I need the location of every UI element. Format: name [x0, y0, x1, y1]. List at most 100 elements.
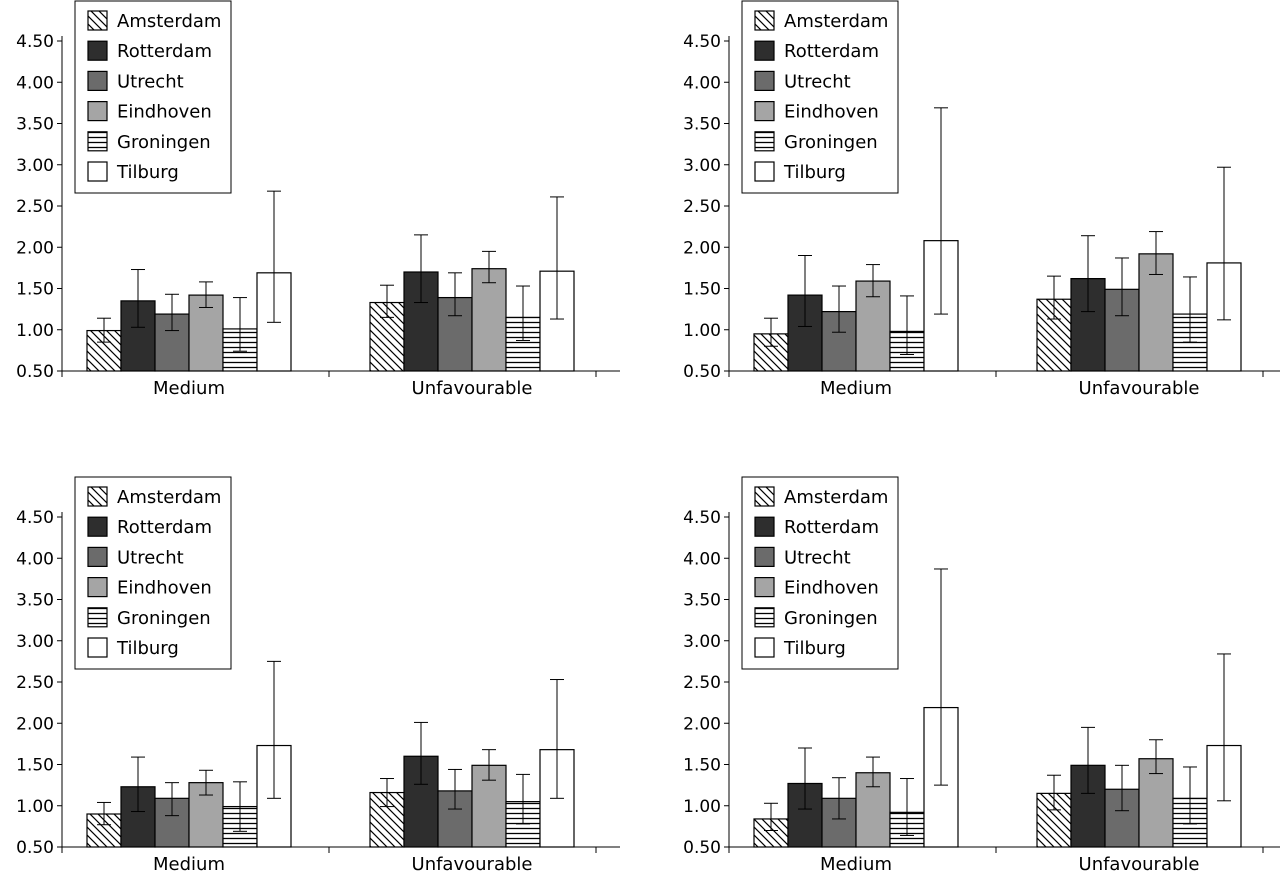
y-tick-label: 3.50 [683, 591, 721, 611]
y-tick-label: 4.50 [683, 508, 721, 528]
legend-label: Rotterdam [784, 41, 879, 62]
y-tick-label: 1.50 [683, 756, 721, 776]
legend-label: Eindhoven [784, 102, 879, 123]
y-tick-label: 4.00 [16, 549, 54, 569]
legend-label: Utrecht [117, 547, 184, 568]
y-tick-label: 4.50 [16, 508, 54, 528]
y-tick-label: 1.00 [683, 797, 721, 817]
y-tick-label: 1.00 [683, 321, 721, 341]
legend-swatch-eindhoven [87, 100, 108, 122]
legend-swatch-utrecht [87, 70, 108, 92]
chart-panel-3: 0.50 1.00 1.50 2.00 2.50 3.00 3.50 4.00 4.50 Medi… [16, 476, 620, 872]
x-category-label: Unfavourable [1079, 854, 1200, 872]
y-tick-label: 1.50 [683, 280, 721, 300]
legend-swatch-groningen [87, 131, 108, 152]
x-category-label: Medium [820, 854, 892, 872]
legend-label: Eindhoven [117, 102, 212, 123]
legend-box [741, 0, 899, 194]
legend-swatch-rotterdam [87, 516, 108, 537]
legend-label: Eindhoven [784, 578, 879, 599]
y-tick-label: 2.00 [16, 714, 54, 734]
y-tick-label: 3.50 [16, 115, 54, 135]
y-tick-label: 3.50 [16, 591, 54, 611]
bar-eindhoven-medium [855, 772, 891, 848]
y-tick-label: 0.50 [683, 838, 721, 858]
legend-box [741, 476, 899, 670]
y-tick-label: 2.50 [16, 197, 54, 217]
y-tick-label: 4.50 [16, 32, 54, 52]
legend-label: Groningen [784, 132, 878, 153]
legend: Amsterdam Rotterdam Utrecht Eindhoven Gronin… [741, 476, 899, 670]
legend-label: Utrecht [784, 547, 851, 568]
y-tick-label: 0.50 [683, 362, 721, 382]
y-tick-label: 1.00 [16, 797, 54, 817]
legend-swatch-tilburg [754, 161, 775, 182]
legend-label: Tilburg [116, 162, 179, 183]
y-tick-label: 0.50 [16, 838, 54, 858]
bar-utrecht-unfavourable [1104, 788, 1140, 848]
legend-label: Tilburg [783, 638, 846, 659]
legend-swatch-amsterdam [754, 486, 775, 507]
legend: Amsterdam Rotterdam Utrecht Eindhoven Gronin… [74, 0, 232, 194]
legend-swatch-groningen [754, 131, 775, 152]
legend-swatch-groningen [754, 607, 775, 628]
legend-label: Utrecht [117, 71, 184, 92]
y-tick-label: 0.50 [16, 362, 54, 382]
y-tick-label: 2.50 [683, 673, 721, 693]
y-tick-label: 2.50 [683, 197, 721, 217]
legend-label: Tilburg [116, 638, 179, 659]
legend-label: Amsterdam [117, 11, 221, 32]
bar-utrecht-medium [821, 311, 857, 372]
y-tick-label: 4.00 [683, 73, 721, 93]
legend-label: Groningen [784, 608, 878, 629]
y-tick-label: 3.00 [683, 156, 721, 176]
y-tick-label: 2.00 [683, 714, 721, 734]
x-category-label: Medium [153, 854, 225, 872]
y-tick-label: 2.50 [16, 673, 54, 693]
legend-swatch-tilburg [87, 637, 108, 658]
chart-panel-4: 0.50 1.00 1.50 2.00 2.50 3.00 3.50 4.00 4.50 Medi… [683, 476, 1280, 872]
legend-label: Amsterdam [784, 11, 888, 32]
legend-swatch-utrecht [754, 546, 775, 568]
legend-label: Rotterdam [117, 517, 212, 538]
x-category-label: Unfavourable [412, 854, 533, 872]
y-tick-label: 1.00 [16, 321, 54, 341]
chart-panel-1: 0.50 1.00 1.50 2.00 2.50 3.00 3.50 4.00 4.50 Medi… [16, 0, 620, 399]
legend-swatch-rotterdam [754, 516, 775, 537]
legend-swatch-rotterdam [87, 40, 108, 61]
y-tick-label: 3.50 [683, 115, 721, 135]
legend-swatch-groningen [87, 607, 108, 628]
x-category-label: Unfavourable [1079, 378, 1200, 399]
legend: Amsterdam Rotterdam Utrecht Eindhoven Gronin… [74, 476, 232, 670]
legend-label: Eindhoven [117, 578, 212, 599]
y-tick-label: 4.00 [16, 73, 54, 93]
legend-label: Amsterdam [784, 487, 888, 508]
bar-eindhoven-medium [855, 280, 891, 372]
legend-box [74, 476, 232, 670]
x-category-label: Medium [153, 378, 225, 399]
y-tick-label: 1.50 [16, 756, 54, 776]
legend-swatch-eindhoven [87, 576, 108, 598]
legend-label: Rotterdam [784, 517, 879, 538]
legend-swatch-tilburg [754, 637, 775, 658]
legend-label: Tilburg [783, 162, 846, 183]
chart-panel-2: 0.50 1.00 1.50 2.00 2.50 3.00 3.50 4.00 4.50 Medi… [683, 0, 1280, 399]
x-category-label: Unfavourable [412, 378, 533, 399]
legend: Amsterdam Rotterdam Utrecht Eindhoven Gronin… [741, 0, 899, 194]
bar-eindhoven-unfavourable [471, 268, 507, 372]
y-tick-label: 3.00 [16, 632, 54, 652]
y-tick-label: 3.00 [16, 156, 54, 176]
legend-swatch-tilburg [87, 161, 108, 182]
legend-swatch-utrecht [87, 546, 108, 568]
x-category-label: Medium [820, 378, 892, 399]
legend-label: Groningen [117, 132, 211, 153]
legend-swatch-eindhoven [754, 100, 775, 122]
y-tick-label: 2.00 [683, 238, 721, 258]
legend-swatch-amsterdam [87, 10, 108, 31]
legend-label: Groningen [117, 608, 211, 629]
y-tick-label: 3.00 [683, 632, 721, 652]
y-tick-label: 4.00 [683, 549, 721, 569]
legend-box [74, 0, 232, 194]
y-tick-label: 2.00 [16, 238, 54, 258]
